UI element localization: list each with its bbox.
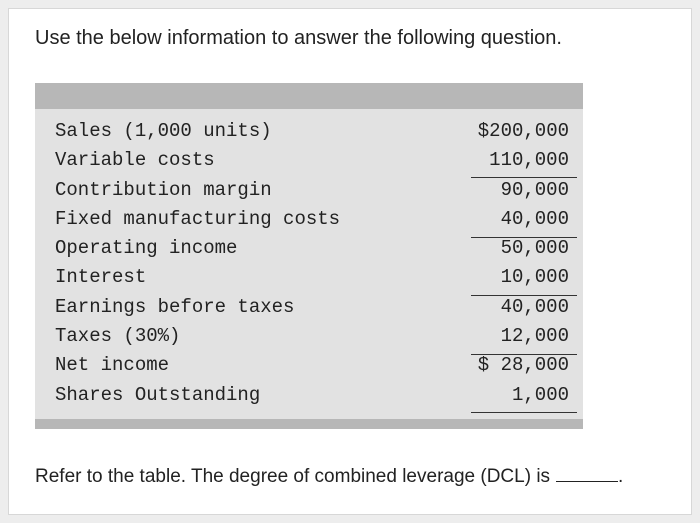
row-value: 40,000 [500,295,569,318]
table-row: Sales (1,000 units) $200,000 [35,117,583,146]
row-label: Taxes (30%) [55,325,181,348]
subtotal-rule [471,412,577,413]
table-row: Interest 10,000 [35,263,583,292]
table-row: Fixed manufacturing costs 40,000 [35,205,583,234]
table-row: Taxes (30%) 12,000 [35,322,583,351]
row-value: 90,000 [500,178,569,201]
row-value: $ 28,000 [477,354,569,377]
subtotal-rule [471,354,577,355]
table-row: Net income $ 28,000 [35,351,583,380]
row-label: Operating income [55,237,238,260]
prompt-text: Refer to the table. The degree of combin… [35,466,551,487]
row-label: Sales (1,000 units) [55,120,272,142]
question-page: Use the below information to answer the … [8,8,692,515]
row-value: 110,000 [489,149,569,172]
subtotal-rule [471,295,577,296]
row-label: Variable costs [55,149,215,172]
table-row: Shares Outstanding 1,000 [35,381,583,410]
financial-table: Sales (1,000 units) $200,000 Variable co… [35,83,583,429]
row-value: $200,000 [477,120,569,142]
table-rows: Sales (1,000 units) $200,000 Variable co… [35,117,583,410]
subtotal-rule [471,177,577,178]
row-value: 40,000 [500,207,569,230]
row-value: 12,000 [500,325,569,348]
row-label: Contribution margin [55,178,272,201]
subtotal-rule [471,237,577,238]
table-footer-band [35,419,583,429]
row-label: Shares Outstanding [55,383,261,406]
table-row: Operating income 50,000 [35,234,583,263]
row-value: 50,000 [500,237,569,260]
row-label: Net income [55,354,170,377]
question-intro: Use the below information to answer the … [35,27,562,49]
row-value: 1,000 [511,383,569,406]
question-prompt: Refer to the table. The degree of combin… [35,466,623,488]
answer-blank [556,480,619,482]
prompt-end: . [618,466,624,487]
row-label: Earnings before taxes [55,295,295,318]
row-label: Fixed manufacturing costs [55,207,341,230]
table-row: Earnings before taxes 40,000 [35,293,583,322]
table-header-band [35,83,583,109]
row-label: Interest [55,266,147,289]
table-row: Contribution margin 90,000 [35,176,583,205]
table-row: Variable costs 110,000 [35,146,583,175]
row-value: 10,000 [500,266,569,289]
